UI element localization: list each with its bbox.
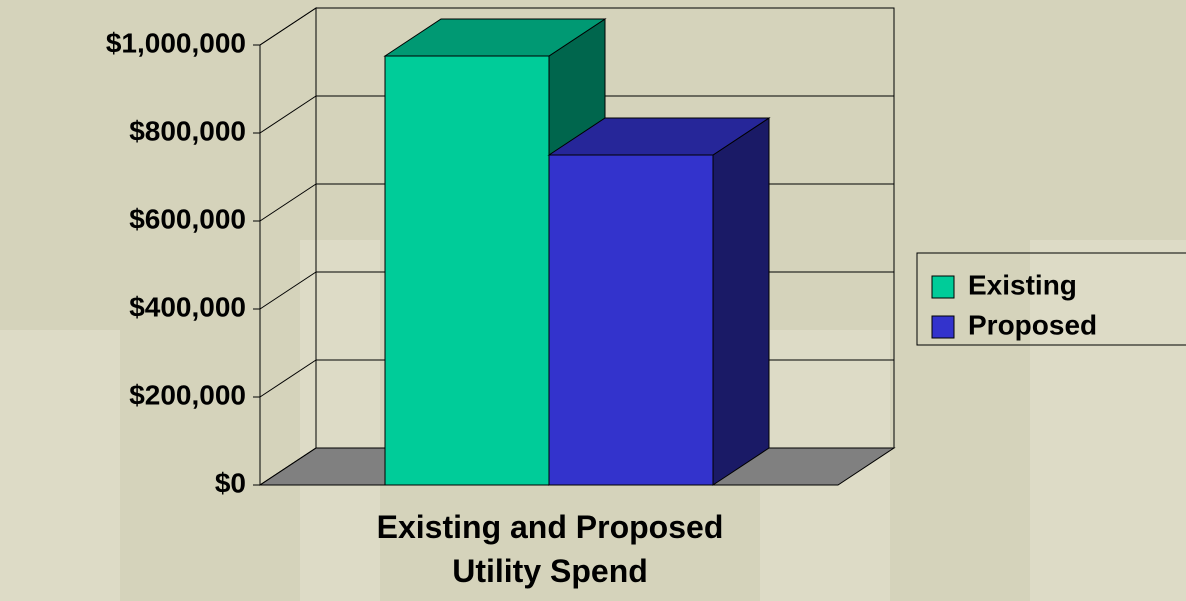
grid-line [259,183,317,222]
grid-line [259,359,317,398]
y-tick-label: $400,000 [129,291,246,322]
legend-label: Existing [968,269,1077,300]
legend-swatch [931,315,955,339]
y-tick-label: $800,000 [129,115,246,146]
grid-line [259,447,317,486]
x-tick-label: Existing and Proposed Utility Spend [376,509,724,589]
y-tick-label: $0 [215,467,246,498]
legend: Existing Proposed [916,252,1186,346]
bar-front [384,55,550,486]
legend-label: Proposed [968,309,1097,340]
grid-line [259,271,317,310]
legend-swatch [931,275,955,299]
bar [547,117,771,486]
legend-box [916,252,1186,346]
grid-line [259,7,317,46]
grid-line [259,95,317,134]
y-tick-label: $200,000 [129,379,246,410]
bar-side [712,117,770,486]
y-tick-label: $600,000 [129,203,246,234]
bar-front [548,154,714,486]
y-tick-label: $1,000,000 [106,27,246,58]
